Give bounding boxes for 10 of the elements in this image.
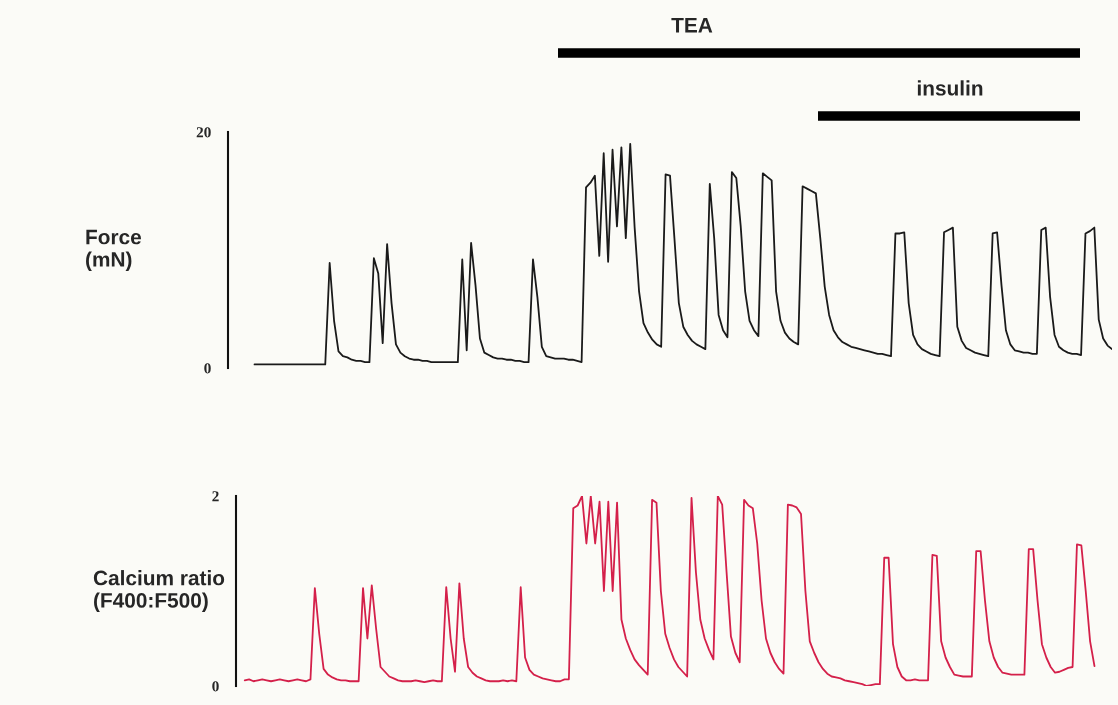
y-tick-label: 20 [196, 127, 211, 138]
y-tick-label: 0 [212, 681, 219, 692]
text: TEA [671, 18, 713, 33]
y-axis-title: Calcium ratio (F400:F500) [93, 570, 225, 612]
text: insulin [917, 80, 983, 96]
y-tick-label: 2 [212, 491, 219, 502]
y-axis-title: Force (mN) [86, 229, 142, 271]
line-series [253, 142, 1112, 366]
line-series [243, 496, 1096, 686]
y-tick-label: 0 [204, 363, 211, 374]
